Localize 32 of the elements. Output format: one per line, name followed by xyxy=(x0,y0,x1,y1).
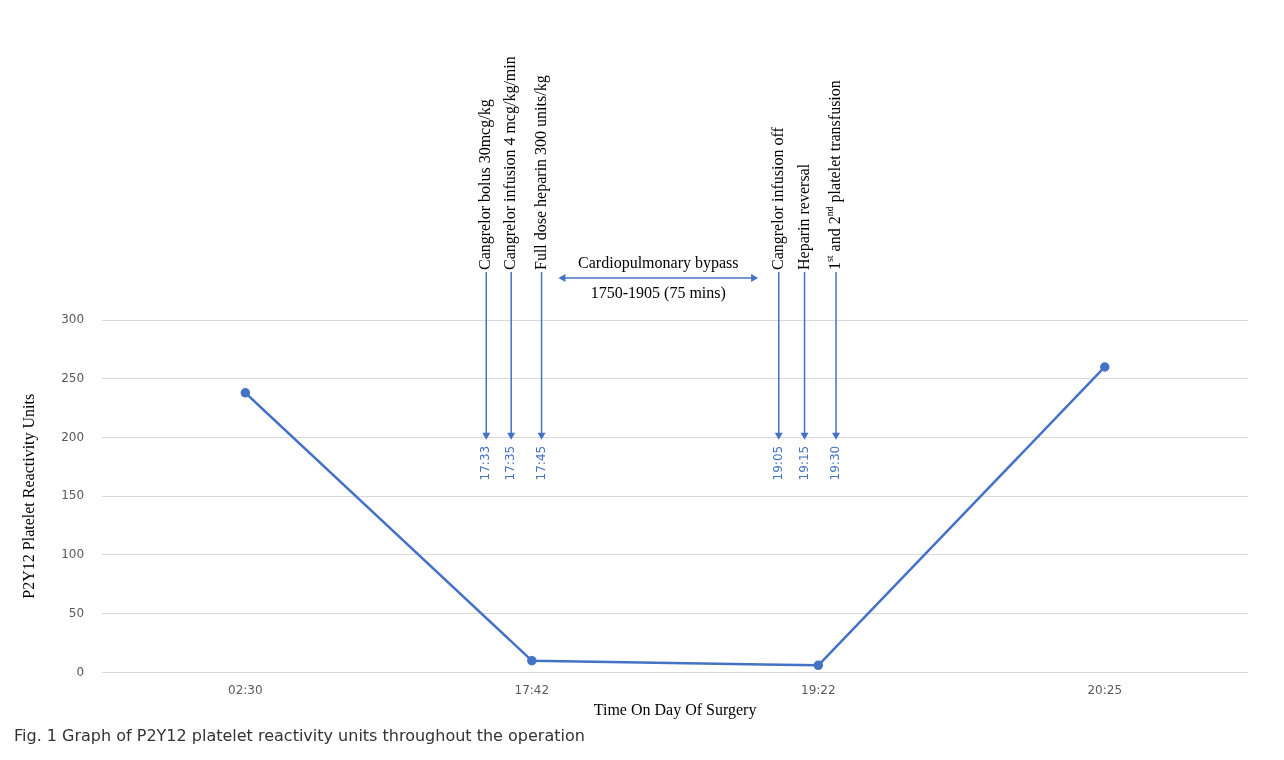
x-axis-title: Time On Day Of Surgery xyxy=(593,700,757,719)
y-tick-label: 200 xyxy=(61,429,85,444)
annotation: 17:33 xyxy=(478,445,493,481)
y-tick-label: 50 xyxy=(68,605,85,620)
x-tick-label: 02:30 xyxy=(228,682,263,697)
y-tick-label: 100 xyxy=(61,547,85,562)
annotation: 17:45 xyxy=(533,445,548,481)
point xyxy=(813,660,824,671)
y-tick-label: 300 xyxy=(61,312,85,327)
text: Heparin reversal xyxy=(794,163,813,270)
point xyxy=(1100,362,1110,372)
text: Cangrelor infusion off xyxy=(768,126,787,270)
x-tick-label: 17:42 xyxy=(514,682,550,697)
caption: Fig. 1 Graph of P2Y12 platelet reactivity units throughout the operation xyxy=(14,726,586,745)
annotation: 19:30 xyxy=(828,445,843,481)
annotation: 17:35 xyxy=(503,445,518,481)
x-tick-label: 20:25 xyxy=(1087,682,1123,697)
y-tick-label: 0 xyxy=(76,664,85,679)
y-tick-label: 250 xyxy=(61,370,85,385)
text: Cangrelor bolus 30mcg/kg xyxy=(476,99,495,270)
text: Full dose heparin 300 units/kg xyxy=(531,75,550,270)
point xyxy=(527,655,537,666)
y-axis-title: P2Y12 Platelet Reactivity Units xyxy=(19,393,38,599)
text: Cardiopulmonary bypass xyxy=(578,254,739,273)
text: 1st and 2nd platelet transfusion xyxy=(823,80,845,270)
text: Cangrelor infusion 4 mcg/kg/min xyxy=(501,56,520,270)
text: 1750-1905 (75 mins) xyxy=(590,284,726,303)
y-tick-label: 150 xyxy=(61,488,85,503)
annotation: 19:05 xyxy=(770,445,785,481)
point xyxy=(240,388,251,398)
annotation: 19:15 xyxy=(796,445,811,481)
x-tick-label: 19:22 xyxy=(800,682,836,697)
